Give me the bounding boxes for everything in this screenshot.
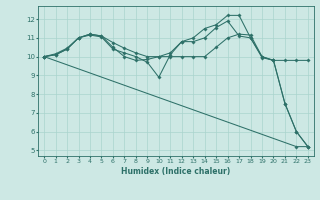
X-axis label: Humidex (Indice chaleur): Humidex (Indice chaleur) <box>121 167 231 176</box>
